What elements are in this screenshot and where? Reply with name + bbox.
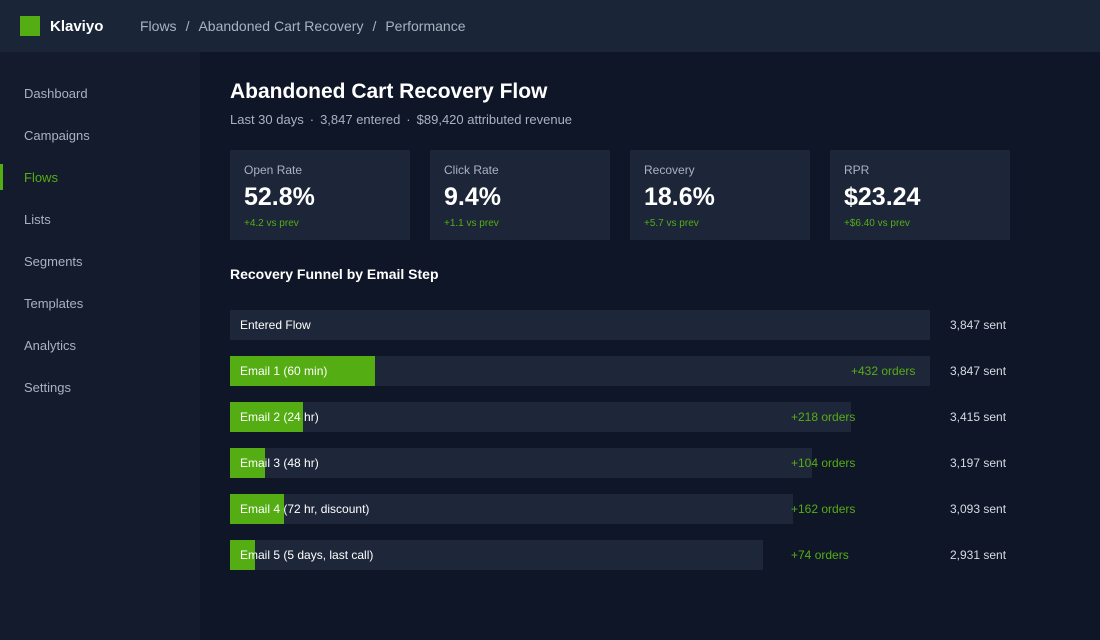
funnel-orders-count: +162 orders (791, 502, 856, 516)
kpi-delta: +$6.40 vs prev (844, 218, 910, 229)
funnel-sent-count: 3,847 sent (950, 364, 1007, 378)
kpi-card-open-rate: Open Rate 52.8% +4.2 vs prev (230, 150, 410, 240)
recovery-funnel: Entered Flow 3,847 sent Email 1 (60 min) +4… (230, 310, 1080, 586)
kpi-delta: +4.2 vs prev (244, 218, 299, 229)
funnel-step-label: Email 5 (5 days, last call) (240, 548, 374, 562)
funnel-bar-fill (230, 448, 265, 478)
sidebar: Dashboard Campaigns Flows Lists Segments… (0, 52, 200, 640)
subtitle-separator: · (309, 112, 315, 127)
funnel-orders-count: +432 orders (851, 364, 916, 378)
klaviyo-logo-icon (20, 16, 40, 36)
funnel-sent-count: 3,093 sent (950, 502, 1007, 516)
subtitle-separator: · (406, 112, 411, 127)
breadcrumb-abandoned-cart-recovery[interactable]: Abandoned Cart Recovery (198, 18, 364, 34)
funnel-step-label: Entered Flow (240, 318, 311, 332)
sidebar-item-campaigns[interactable]: Campaigns (24, 127, 90, 143)
sidebar-item-segments[interactable]: Segments (24, 253, 83, 269)
funnel-orders-count: +104 orders (791, 456, 856, 470)
kpi-label: Recovery (644, 163, 695, 177)
funnel-sent-count: 3,415 sent (950, 410, 1007, 424)
funnel-bar-track (230, 310, 930, 340)
funnel-bar-track (230, 494, 793, 524)
funnel-step-label: Email 2 (24 hr) (240, 410, 319, 424)
funnel-bar-fill (230, 402, 303, 432)
kpi-card-click-rate: Click Rate 9.4% +1.1 vs prev (430, 150, 610, 240)
kpi-cards: Open Rate 52.8% +4.2 vs prev Click Rate … (230, 150, 1030, 240)
funnel-step-label: Email 1 (60 min) (240, 364, 328, 378)
kpi-label: RPR (844, 163, 870, 177)
page-title: Abandoned Cart Recovery Flow (230, 80, 548, 103)
brand[interactable]: Klaviyo (0, 16, 140, 36)
kpi-value: 9.4% (444, 183, 501, 211)
sidebar-item-settings[interactable]: Settings (24, 379, 71, 395)
brand-name: Klaviyo (50, 17, 104, 35)
funnel-row[interactable]: Entered Flow 3,847 sent (230, 310, 1080, 340)
top-bar: Klaviyo Flows / Abandoned Cart Recovery … (0, 0, 1100, 52)
funnel-bar-track (230, 448, 812, 478)
funnel-row[interactable]: Email 3 (48 hr) +104 orders 3,197 sent (230, 448, 1080, 478)
breadcrumb: Flows / Abandoned Cart Recovery / Perfor… (140, 18, 466, 34)
funnel-sent-count: 2,931 sent (950, 548, 1007, 562)
funnel-orders-count: +218 orders (791, 410, 856, 424)
funnel-row[interactable]: Email 1 (60 min) +432 orders 3,847 sent (230, 356, 1080, 386)
breadcrumb-separator: / (372, 18, 377, 34)
kpi-value: 52.8% (244, 183, 315, 211)
funnel-bar-fill (230, 540, 255, 570)
kpi-card-recovery: Recovery 18.6% +5.7 vs prev (630, 150, 810, 240)
breadcrumb-flows[interactable]: Flows (140, 18, 177, 34)
breadcrumb-performance: Performance (385, 18, 466, 34)
sidebar-nav: Dashboard Campaigns Flows Lists Segments… (0, 52, 200, 408)
sidebar-item-flows[interactable]: Flows (0, 156, 200, 198)
page-subtitle: Last 30 days · 3,847 entered · $89,420 attri… (230, 112, 572, 127)
attributed-revenue: $89,420 attributed revenue (416, 112, 573, 127)
funnel-orders-count: +74 orders (791, 548, 849, 562)
funnel-row[interactable]: Email 2 (24 hr) +218 orders 3,415 sent (230, 402, 1080, 432)
kpi-delta: +5.7 vs prev (644, 218, 699, 229)
funnel-sent-count: 3,197 sent (950, 456, 1007, 470)
kpi-delta: +1.1 vs prev (444, 218, 499, 229)
funnel-bar-track (230, 540, 763, 570)
funnel-bar-fill (230, 494, 284, 524)
funnel-bar-track (230, 402, 851, 432)
entered-count: 3,847 entered (320, 112, 401, 127)
sidebar-item-templates[interactable]: Templates (24, 295, 84, 311)
funnel-step-label: Email 4 (72 hr, discount) (240, 502, 370, 516)
funnel-title: Recovery Funnel by Email Step (230, 266, 439, 282)
kpi-value: 18.6% (644, 183, 715, 211)
sidebar-item-analytics[interactable]: Analytics (24, 337, 77, 353)
period-text: Last 30 days (230, 112, 304, 127)
kpi-label: Open Rate (244, 163, 303, 177)
funnel-sent-count: 3,847 sent (950, 318, 1007, 332)
funnel-step-label: Email 3 (48 hr) (240, 456, 319, 470)
funnel-bar-fill (230, 356, 375, 386)
sidebar-item-lists[interactable]: Lists (24, 211, 51, 227)
funnel-row[interactable]: Email 4 (72 hr, discount) +162 orders 3,09… (230, 494, 1080, 524)
funnel-row[interactable]: Email 5 (5 days, last call) +74 orders 2,9… (230, 540, 1080, 570)
breadcrumb-separator: / (185, 18, 190, 34)
kpi-value: $23.24 (844, 183, 921, 211)
sidebar-item-dashboard[interactable]: Dashboard (24, 85, 88, 101)
kpi-card-rpr: RPR $23.24 +$6.40 vs prev (830, 150, 1010, 240)
kpi-label: Click Rate (444, 163, 499, 177)
